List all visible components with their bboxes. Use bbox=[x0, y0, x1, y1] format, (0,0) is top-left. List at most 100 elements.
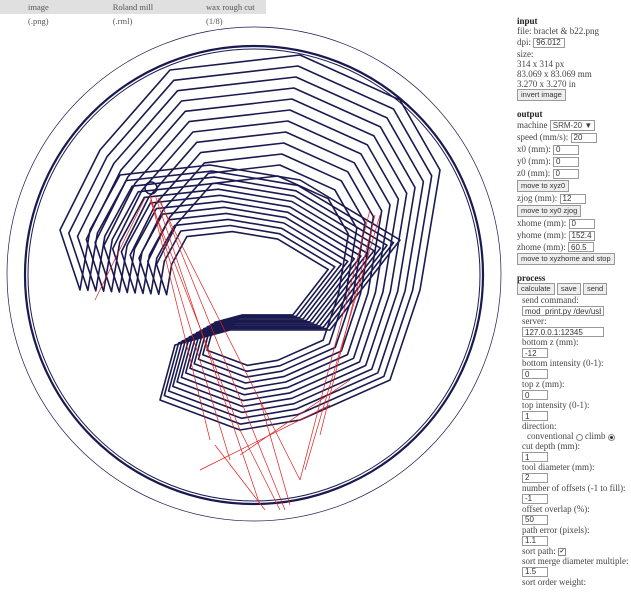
conventional-radio[interactable] bbox=[575, 433, 583, 441]
speed-input[interactable] bbox=[570, 132, 597, 143]
sort-path-label: sort path: bbox=[522, 545, 556, 556]
yhome-input[interactable] bbox=[568, 230, 595, 241]
server-label: server: bbox=[522, 316, 547, 327]
rapid-moves bbox=[94, 194, 381, 511]
zjog-label: zjog (mm): bbox=[517, 192, 558, 203]
top-z-label: top z (mm): bbox=[522, 379, 565, 390]
offset-path bbox=[76, 76, 425, 420]
offset-path bbox=[155, 175, 350, 367]
move-to-xyz0-button[interactable]: move to xyz0 bbox=[517, 179, 570, 192]
move-to-xy0-zjog-button[interactable]: move to xy0 zjog bbox=[517, 204, 582, 217]
dpi-label: dpi: bbox=[517, 37, 532, 47]
sort-path-checkbox[interactable]: ✔ bbox=[558, 547, 566, 556]
rapid-move-line bbox=[214, 444, 266, 511]
toolpath-canvas bbox=[6, 26, 502, 522]
move-to-xyzhome-button[interactable]: move to xyzhome and stop bbox=[517, 253, 615, 266]
dropdown-arrow-icon: ▼ bbox=[584, 120, 593, 130]
send-button[interactable]: send bbox=[582, 283, 608, 296]
offsets-input[interactable] bbox=[522, 493, 548, 504]
tool-diameter-label: tool diameter (mm): bbox=[522, 462, 595, 472]
offset-path bbox=[129, 142, 375, 384]
input-heading: input bbox=[517, 16, 538, 26]
outer-boundary-path bbox=[6, 26, 502, 522]
inner-ring-path bbox=[27, 48, 481, 502]
offset-path bbox=[68, 65, 433, 425]
machine-label: machine bbox=[517, 119, 548, 130]
cut-depth-input[interactable] bbox=[522, 452, 548, 462]
rapid-move-line bbox=[149, 199, 241, 431]
rapid-move-line bbox=[154, 194, 261, 506]
path-error-input[interactable] bbox=[522, 535, 548, 546]
top-z-input[interactable] bbox=[522, 390, 548, 401]
tab-wax-rough-cut[interactable]: wax rough cut (1/8) bbox=[206, 2, 255, 26]
dpi-input[interactable] bbox=[533, 37, 566, 48]
offset-path bbox=[103, 109, 400, 402]
machine-select[interactable]: SRM-20 ▼ bbox=[549, 119, 596, 131]
bottom-intensity-input[interactable] bbox=[522, 369, 548, 380]
path-error-label: path error (pixels): bbox=[522, 524, 590, 535]
zjog-input[interactable] bbox=[559, 193, 586, 204]
yhome-label: yhome (mm): bbox=[517, 229, 567, 240]
overlap-input[interactable] bbox=[522, 514, 548, 525]
z0-input[interactable] bbox=[552, 168, 579, 179]
xhome-label: xhome (mm): bbox=[517, 217, 567, 228]
save-button[interactable]: save bbox=[556, 283, 581, 296]
direction-label: direction: bbox=[522, 421, 557, 432]
merge-label: sort merge diameter multiple: bbox=[522, 555, 629, 566]
calculate-button[interactable]: calculate bbox=[517, 283, 555, 296]
offset-path bbox=[94, 98, 408, 408]
rapid-move-line bbox=[304, 214, 381, 471]
x0-input[interactable] bbox=[553, 144, 579, 155]
offset-path bbox=[111, 120, 391, 396]
rapid-move-line bbox=[149, 194, 231, 461]
settings-panel: input file: braclet & b22.png dpi: size:… bbox=[517, 14, 631, 595]
merge-input[interactable] bbox=[522, 566, 548, 577]
send-command-label: send command: bbox=[522, 295, 579, 306]
inner-ring-path bbox=[23, 44, 485, 506]
speed-label: speed (mm/s): bbox=[517, 131, 569, 142]
offsets-label: number of offsets (-1 to fill): bbox=[522, 482, 626, 493]
offset-paths bbox=[59, 54, 441, 431]
tab-roland-mill[interactable]: Roland mill (.rml) bbox=[112, 2, 154, 26]
top-intensity-label: top intensity (0-1): bbox=[522, 400, 590, 411]
zhome-input[interactable] bbox=[568, 242, 594, 253]
zhome-label: zhome (mm): bbox=[517, 241, 566, 252]
rapid-move-line bbox=[239, 379, 351, 456]
input-section: input file: braclet & b22.png dpi: size:… bbox=[517, 16, 631, 101]
tab-bar: image (.png) Roland mill (.rml) wax roug… bbox=[0, 0, 266, 26]
conventional-label: conventional bbox=[527, 431, 574, 442]
size-px: 314 x 314 px bbox=[517, 58, 565, 69]
climb-label: climb bbox=[585, 431, 606, 442]
size-label: size: bbox=[517, 48, 534, 59]
size-mm: 83.069 x 83.069 mm bbox=[517, 68, 592, 79]
top-intensity-input[interactable] bbox=[522, 411, 548, 422]
bottom-z-input[interactable] bbox=[522, 348, 548, 359]
rapid-move-line bbox=[157, 197, 301, 481]
output-section: output machine SRM-20 ▼ speed (mm/s): x0… bbox=[517, 109, 631, 266]
send-command-input[interactable] bbox=[522, 306, 604, 317]
size-in: 3.270 x 3.270 in bbox=[517, 78, 576, 89]
invert-image-button[interactable]: invert image bbox=[517, 88, 566, 101]
y0-label: y0 (mm): bbox=[517, 155, 551, 166]
climb-radio[interactable] bbox=[607, 433, 615, 441]
rapid-move-line bbox=[259, 399, 291, 506]
rapid-move-line bbox=[149, 194, 211, 441]
y0-input[interactable] bbox=[553, 156, 579, 167]
overlap-label: offset overlap (%): bbox=[522, 503, 590, 514]
cut-depth-label: cut depth (mm): bbox=[522, 441, 580, 452]
bottom-intensity-label: bottom intensity (0-1): bbox=[522, 358, 604, 369]
rapid-move-line bbox=[239, 429, 281, 511]
server-input[interactable] bbox=[522, 327, 604, 338]
file-name: file: braclet & b22.png bbox=[517, 26, 599, 36]
tool-diameter-input[interactable] bbox=[522, 472, 548, 483]
process-section: process calculate save send send command… bbox=[517, 273, 631, 587]
machine-value: SRM-20 bbox=[552, 120, 583, 130]
process-heading: process bbox=[517, 273, 546, 284]
output-heading: output bbox=[517, 108, 543, 119]
bottom-z-label: bottom z (mm): bbox=[522, 337, 579, 348]
z0-label: z0 (mm): bbox=[517, 167, 551, 178]
tab-image[interactable]: image (.png) bbox=[28, 2, 49, 26]
xhome-input[interactable] bbox=[568, 218, 595, 229]
rapid-move-line bbox=[199, 404, 331, 471]
rapid-move-line bbox=[94, 197, 146, 301]
